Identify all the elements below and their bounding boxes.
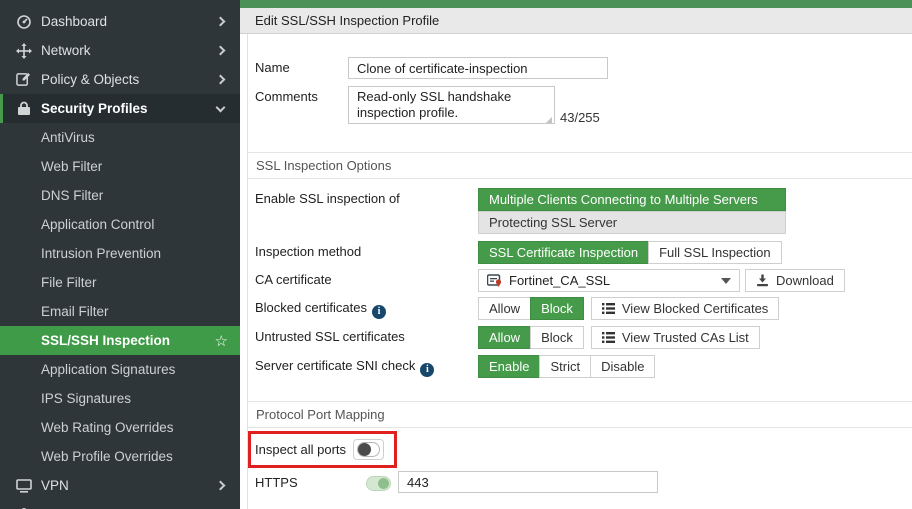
- sidebar-item-label: Security Profiles: [41, 101, 148, 116]
- option-allow[interactable]: Allow: [478, 297, 532, 320]
- untrusted-certificates-label: Untrusted SSL certificates: [255, 329, 405, 344]
- dropdown-caret-icon: [721, 277, 731, 284]
- sidebar-item-policy-objects[interactable]: Policy & Objects: [0, 65, 240, 94]
- inspection-method-options: SSL Certificate Inspection Full SSL Insp…: [478, 241, 782, 264]
- option-ssl-certificate-inspection[interactable]: SSL Certificate Inspection: [478, 241, 650, 264]
- https-label: HTTPS: [255, 474, 298, 490]
- sidebar-item-network[interactable]: Network: [0, 36, 240, 65]
- move-icon: [14, 42, 33, 59]
- sidebar-item-file-filter[interactable]: File Filter: [41, 275, 97, 290]
- untrusted-certificates-options: Allow Block: [478, 326, 584, 349]
- option-enable[interactable]: Enable: [478, 355, 541, 378]
- option-block[interactable]: Block: [530, 326, 584, 349]
- name-input[interactable]: [348, 57, 608, 79]
- option-block[interactable]: Block: [530, 297, 584, 320]
- char-counter: 43/255: [560, 110, 600, 125]
- https-row: HTTPS: [255, 471, 912, 493]
- sidebar-item-antivirus[interactable]: AntiVirus: [41, 130, 95, 145]
- enable-ssl-inspection-label: Enable SSL inspection of: [255, 191, 400, 206]
- sni-check-row: Server certificate SNI check Enable Stri…: [255, 355, 912, 378]
- option-strict[interactable]: Strict: [539, 355, 592, 378]
- chevron-right-icon: [215, 16, 226, 27]
- inspect-all-ports-label: Inspect all ports: [255, 442, 347, 457]
- gauge-icon: [14, 14, 33, 30]
- comments-textarea[interactable]: Read-only SSL handshake inspection profi…: [348, 86, 555, 124]
- comments-row: Comments Read-only SSL handshake inspect…: [255, 86, 912, 129]
- chevron-right-icon: [215, 74, 226, 85]
- top-accent-strip: [240, 0, 912, 8]
- sidebar-item-vpn[interactable]: VPN: [0, 471, 240, 500]
- chevron-right-icon: [215, 45, 226, 56]
- favorite-star-icon[interactable]: ☆: [214, 332, 228, 350]
- policy-icon: [14, 72, 33, 88]
- sidebar-item-dashboard[interactable]: Dashboard: [0, 7, 240, 36]
- enable-ssl-inspection-row: Enable SSL inspection of Multiple Client…: [255, 188, 912, 234]
- section-protocol-port-mapping: Protocol Port Mapping: [248, 401, 912, 428]
- chevron-right-icon: [215, 480, 226, 491]
- inspection-method-label: Inspection method: [255, 244, 362, 259]
- certificate-icon: [487, 274, 502, 287]
- sidebar-item-dns-filter[interactable]: DNS Filter: [41, 188, 104, 203]
- ca-certificate-label: CA certificate: [255, 272, 332, 287]
- sni-check-label: Server certificate SNI check: [255, 358, 416, 373]
- sidebar-item-web-filter[interactable]: Web Filter: [41, 159, 103, 174]
- name-label: Name: [255, 60, 290, 75]
- option-allow[interactable]: Allow: [478, 326, 532, 349]
- blocked-certificates-options: Allow Block: [478, 297, 584, 320]
- comments-label: Comments: [255, 89, 318, 104]
- content-area: Name Comments Read-only SSL handshake in…: [240, 34, 912, 509]
- ca-certificate-value: Fortinet_CA_SSL: [509, 273, 611, 288]
- sidebar-item-application-signatures[interactable]: Application Signatures: [41, 362, 176, 377]
- option-disable[interactable]: Disable: [590, 355, 656, 378]
- view-trusted-cas-button[interactable]: View Trusted CAs List: [590, 326, 760, 349]
- inspect-all-ports-toggle[interactable]: [353, 439, 385, 460]
- section-ssl-inspection-options: SSL Inspection Options: [248, 152, 912, 179]
- sidebar-item-ssl-ssh-inspection[interactable]: SSL/SSH Inspection ☆: [0, 326, 240, 355]
- sidebar-item-security-profiles[interactable]: Security Profiles: [0, 94, 240, 123]
- lock-icon: [14, 101, 33, 117]
- sidebar-item-ips-signatures[interactable]: IPS Signatures: [41, 391, 132, 406]
- sidebar-item-label: Policy & Objects: [41, 72, 140, 87]
- https-toggle[interactable]: [366, 476, 391, 491]
- enable-ssl-inspection-options: Multiple Clients Connecting to Multiple …: [478, 188, 786, 234]
- https-port-input[interactable]: [398, 471, 658, 493]
- info-icon[interactable]: [372, 304, 386, 319]
- ca-certificate-dropdown[interactable]: Fortinet_CA_SSL: [478, 269, 740, 292]
- sidebar-item-web-profile-overrides[interactable]: Web Profile Overrides: [41, 449, 173, 464]
- option-full-ssl-inspection[interactable]: Full SSL Inspection: [648, 241, 782, 264]
- view-blocked-certificates-button[interactable]: View Blocked Certificates: [590, 297, 780, 320]
- chevron-down-icon: [215, 102, 226, 112]
- blocked-certificates-label: Blocked certificates: [255, 300, 367, 315]
- download-icon: [756, 274, 769, 287]
- list-icon: [601, 332, 615, 343]
- sidebar-item-web-rating-overrides[interactable]: Web Rating Overrides: [41, 420, 174, 435]
- page-title-bar: Edit SSL/SSH Inspection Profile: [240, 8, 912, 34]
- option-protecting-ssl-server[interactable]: Protecting SSL Server: [478, 211, 786, 234]
- inspection-method-row: Inspection method SSL Certificate Inspec…: [255, 241, 912, 264]
- sidebar-item-intrusion-prevention[interactable]: Intrusion Prevention: [41, 246, 162, 261]
- sidebar: Dashboard Network Policy & Objects Secur…: [0, 0, 240, 509]
- list-icon: [601, 303, 615, 314]
- sidebar-item-label: User & Authentication: [41, 507, 217, 509]
- sidebar-item-label: Dashboard: [41, 14, 108, 29]
- sidebar-item-application-control[interactable]: Application Control: [41, 217, 155, 232]
- info-icon[interactable]: [420, 362, 435, 377]
- sidebar-item-label: VPN: [41, 478, 69, 493]
- name-row: Name: [255, 57, 912, 79]
- blocked-certificates-row: Blocked certificates Allow Block View Bl…: [255, 297, 912, 320]
- sidebar-item-email-filter[interactable]: Email Filter: [41, 304, 109, 319]
- main-panel: Edit SSL/SSH Inspection Profile Name Com…: [240, 0, 912, 509]
- page-title: Edit SSL/SSH Inspection Profile: [255, 13, 440, 28]
- option-multiple-clients[interactable]: Multiple Clients Connecting to Multiple …: [478, 188, 786, 211]
- download-button[interactable]: Download: [745, 269, 845, 292]
- sidebar-item-user-authentication[interactable]: User & Authentication: [0, 500, 240, 509]
- inspect-all-ports-row: Inspect all ports: [248, 428, 912, 468]
- sni-check-options: Enable Strict Disable: [478, 355, 656, 378]
- monitor-icon: [14, 478, 33, 494]
- sidebar-item-label: Network: [41, 43, 91, 58]
- annotation-red-box: Inspect all ports: [248, 431, 398, 468]
- ca-certificate-row: CA certificate Fortinet_CA_SSL Download: [255, 269, 912, 292]
- untrusted-certificates-row: Untrusted SSL certificates Allow Block V…: [255, 326, 912, 349]
